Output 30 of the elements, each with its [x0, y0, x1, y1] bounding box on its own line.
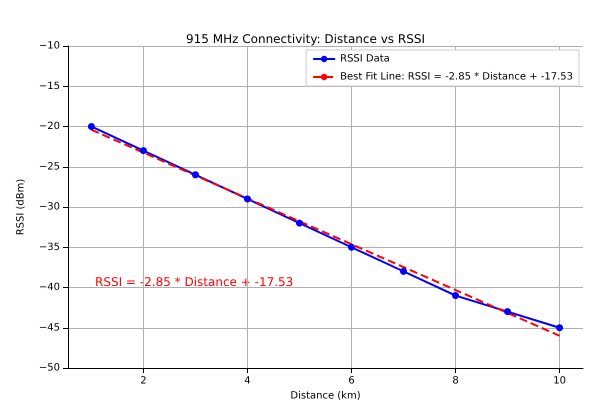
x-tick-label: 6 [348, 376, 355, 386]
x-axis-title: Distance (km) [290, 390, 361, 402]
point [556, 324, 564, 332]
point [504, 308, 512, 316]
y-tick-label: −20 [38, 121, 60, 132]
point [400, 268, 408, 275]
point [140, 147, 147, 154]
legend-label: RSSI Data [340, 54, 390, 64]
point [192, 171, 199, 178]
y-axis-title: RSSI (dBm) [16, 178, 26, 236]
annotation: RSSI = -2.85 * Distance + -17.53 [95, 275, 294, 289]
y-tick-label: −10 [38, 40, 60, 52]
x-tick-label: 2 [140, 376, 147, 386]
y-tick-label: −45 [38, 322, 60, 334]
chart-title: 915 MHz Connectivity: Distance vs RSSI [186, 32, 425, 46]
y-tick-label: −15 [38, 80, 60, 92]
x-tick-label: 4 [244, 376, 251, 386]
point [88, 123, 95, 130]
point [348, 244, 356, 251]
x-tick-label: 10 [553, 376, 566, 386]
y-tick-label: −25 [38, 161, 60, 172]
y-tick-label: −35 [38, 242, 60, 253]
y-tick-label: −50 [38, 362, 60, 374]
point [296, 220, 303, 227]
point [452, 292, 460, 300]
point [244, 195, 251, 202]
y-tick-label: −40 [38, 282, 60, 293]
legend-label: Best Fit Line: RSSI = -2.85 * Distance + -17.53 [340, 72, 574, 82]
x-tick-label: 8 [452, 376, 459, 386]
y-tick-label: −30 [38, 202, 60, 212]
